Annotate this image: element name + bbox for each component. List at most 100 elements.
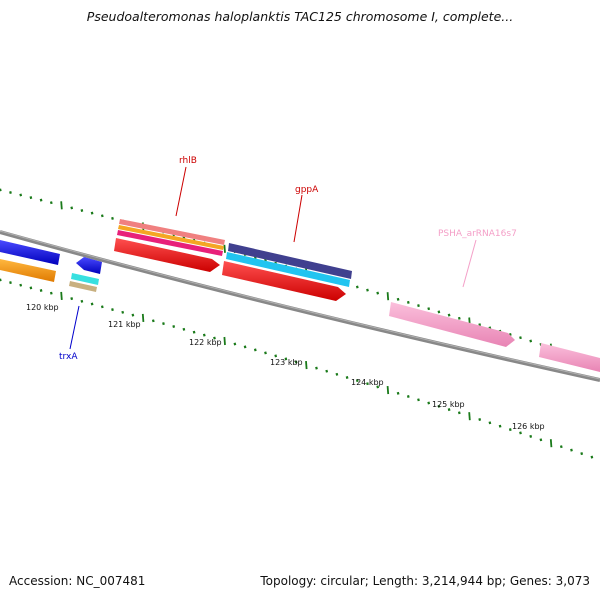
minor-tick-mark	[39, 289, 43, 292]
minor-tick-mark	[111, 308, 114, 312]
minor-tick-mark	[366, 382, 369, 386]
minor-tick-mark	[376, 385, 380, 389]
minor-tick-mark	[529, 339, 533, 343]
minor-tick-mark	[111, 216, 114, 220]
minor-tick-mark	[406, 395, 410, 398]
major-tick-mark	[141, 313, 145, 322]
minor-tick-mark	[396, 297, 400, 301]
minor-tick-mark	[498, 424, 502, 428]
major-tick-mark	[386, 292, 390, 301]
tick-label: 121 kbp	[108, 320, 141, 329]
rhlB-feature-salmon	[119, 219, 225, 245]
rhlB-leader-line	[175, 166, 187, 217]
minor-tick-mark	[243, 345, 247, 349]
tick-label: 125 kbp	[432, 400, 465, 409]
minor-tick-mark	[284, 357, 288, 361]
trxA-leader-line	[69, 305, 80, 350]
PSHA_arRNA16s7-feature[interactable]	[389, 302, 515, 347]
gene-feature-cyan-small	[71, 273, 99, 285]
minor-tick-mark	[406, 300, 410, 304]
minor-tick-mark	[417, 398, 420, 402]
minor-tick-mark	[274, 354, 278, 358]
minor-tick-mark	[580, 452, 584, 456]
gene-label-PSHA_arRNA16s7[interactable]: PSHA_arRNA16s7	[438, 229, 517, 239]
minor-tick-mark	[335, 372, 339, 376]
minor-tick-mark	[437, 404, 441, 408]
minor-tick-mark	[478, 323, 482, 327]
inner-tick-marks	[0, 278, 594, 459]
minor-tick-mark	[213, 336, 216, 340]
minor-tick-mark	[233, 342, 237, 346]
minor-tick-mark	[0, 188, 2, 192]
minor-tick-mark	[508, 428, 512, 432]
gene-feature-tan-small	[69, 281, 97, 292]
minor-tick-mark	[590, 455, 594, 459]
minor-tick-mark	[355, 379, 359, 383]
tick-label: 120 kbp	[26, 303, 59, 312]
gene-feature-orange-left	[0, 259, 56, 282]
minor-tick-mark	[539, 438, 543, 442]
gppA-feature-cyan	[226, 252, 350, 287]
major-tick-mark	[468, 412, 471, 421]
rhlB-feature-magenta	[117, 230, 223, 256]
minor-tick-mark	[447, 408, 451, 412]
minor-tick-mark	[19, 283, 23, 287]
tick-label: 124 kbp	[351, 378, 384, 387]
gene-label-gppA[interactable]: gppA	[295, 185, 319, 195]
minor-tick-mark	[519, 431, 522, 435]
minor-tick-mark	[29, 286, 33, 290]
minor-tick-mark	[529, 434, 533, 438]
minor-tick-mark	[488, 421, 492, 425]
gppA-feature-navy	[228, 243, 352, 279]
minor-tick-mark	[172, 325, 176, 328]
major-tick-mark	[60, 291, 63, 300]
rhlB-feature-orange	[118, 225, 224, 250]
minor-tick-mark	[80, 209, 84, 212]
genome-stats-label: Topology: circular; Length: 3,214,944 bp…	[260, 574, 590, 588]
gene-label-rhlB[interactable]: rhlB	[179, 156, 197, 166]
minor-tick-mark	[376, 291, 380, 295]
tick-label: 123 kbp	[270, 358, 303, 367]
gppA-feature[interactable]	[222, 261, 346, 301]
minor-tick-mark	[427, 307, 431, 311]
minor-tick-mark	[121, 310, 125, 314]
minor-tick-mark	[100, 214, 104, 218]
minor-tick-mark	[182, 327, 186, 331]
major-tick-mark	[223, 244, 226, 253]
minor-tick-mark	[192, 330, 196, 334]
minor-tick-mark	[0, 278, 2, 282]
chromosome-backbone-highlight	[0, 230, 600, 380]
minor-tick-mark	[417, 304, 420, 308]
rhlB-feature[interactable]	[114, 238, 220, 272]
minor-tick-mark	[294, 360, 298, 364]
minor-tick-mark	[100, 305, 104, 309]
trxA-feature[interactable]	[76, 257, 102, 274]
minor-tick-mark	[202, 333, 206, 337]
minor-tick-mark	[396, 391, 400, 395]
minor-tick-mark	[457, 411, 461, 415]
minor-tick-mark	[49, 201, 53, 205]
minor-tick-mark	[457, 316, 461, 320]
minor-tick-mark	[49, 291, 53, 295]
gene-label-trxA[interactable]: trxA	[59, 352, 78, 362]
minor-tick-mark	[70, 297, 74, 301]
minor-tick-mark	[151, 319, 155, 323]
major-tick-mark	[386, 386, 390, 395]
tick-label: 126 kbp	[512, 422, 545, 431]
minor-tick-mark	[519, 336, 522, 340]
minor-tick-mark	[162, 322, 165, 326]
minor-tick-mark	[345, 376, 349, 379]
minor-tick-mark	[39, 198, 43, 202]
PSHA_arRNA16s7-leader-line	[462, 239, 477, 288]
major-tick-mark	[305, 361, 308, 370]
minor-tick-mark	[570, 448, 573, 452]
minor-tick-mark	[9, 281, 12, 285]
minor-tick-mark	[478, 418, 482, 421]
gppA-leader-line	[293, 194, 303, 243]
minor-tick-mark	[253, 348, 257, 352]
minor-tick-mark	[80, 299, 84, 303]
minor-tick-mark	[264, 351, 267, 355]
minor-tick-mark	[355, 285, 359, 289]
minor-tick-mark	[90, 211, 94, 215]
